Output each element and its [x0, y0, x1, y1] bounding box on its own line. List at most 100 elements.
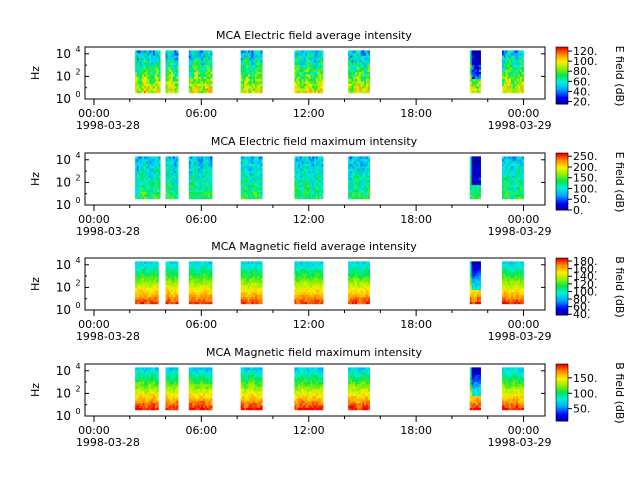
spectrogram-cell — [138, 287, 141, 291]
spectrogram-cell — [142, 289, 145, 293]
spectrogram-cell — [519, 189, 523, 193]
spectrogram-cell — [473, 196, 476, 200]
plot-frame — [84, 46, 546, 100]
spectrogram-cell — [349, 275, 353, 279]
spectrogram-cell — [476, 177, 480, 181]
spectrogram-cell — [314, 90, 317, 94]
spectrogram-cell — [158, 175, 161, 178]
spectrogram-cell — [503, 191, 507, 195]
colorbar-swatch — [556, 64, 568, 67]
spectrogram-cell — [349, 52, 353, 56]
spectrogram-cell — [518, 163, 521, 167]
spectrogram-cell — [195, 294, 199, 298]
spectrogram-cell — [475, 194, 478, 197]
spectrogram-cell — [312, 62, 315, 65]
spectrogram-cell — [260, 73, 263, 77]
spectrogram-cell — [510, 85, 514, 89]
spectrogram-cell — [206, 78, 209, 82]
spectrogram-cell — [190, 282, 193, 286]
spectrogram-cell — [188, 78, 191, 82]
spectrogram-cell — [188, 292, 191, 295]
spectrogram-cell — [244, 263, 247, 267]
spectrogram-cell — [367, 88, 370, 91]
spectrogram-cell — [471, 55, 474, 58]
spectrogram-cell — [242, 88, 245, 91]
spectrogram-cell — [348, 287, 351, 291]
spectrogram-cell — [314, 163, 317, 167]
spectrogram-cell — [194, 158, 197, 162]
spectrogram-cell — [353, 268, 356, 272]
spectrogram-cell — [362, 196, 365, 200]
spectrogram-cell — [165, 57, 168, 61]
spectrogram-cell — [204, 73, 208, 77]
spectrogram-cell — [145, 177, 149, 181]
spectrogram-cell — [315, 263, 319, 267]
spectrogram-cell — [349, 88, 353, 91]
spectrogram-cell — [154, 161, 157, 164]
spectrogram-cell — [167, 266, 170, 269]
spectrogram-cell — [176, 59, 179, 63]
spectrogram-cell — [362, 273, 365, 276]
spectrogram-cell — [367, 165, 370, 169]
spectrogram-cell — [296, 187, 299, 190]
spectrogram-cell — [362, 83, 365, 87]
spectrogram-cell — [246, 280, 249, 283]
spectrogram-cell — [169, 64, 172, 68]
spectrogram-cell — [156, 270, 159, 274]
spectrogram-cell — [135, 301, 138, 305]
spectrogram-cell — [303, 165, 306, 169]
spectrogram-cell — [199, 263, 202, 267]
spectrogram-cell — [348, 196, 351, 200]
spectrogram-cell — [353, 50, 356, 54]
spectrogram-cell — [475, 57, 478, 61]
date-start-label: 1998-03-28 — [76, 225, 140, 238]
spectrogram-cell — [475, 78, 478, 82]
spectrogram-cell — [197, 62, 200, 65]
spectrogram-cell — [154, 168, 157, 171]
spectrogram-cell — [364, 50, 367, 54]
spectrogram-cell — [516, 66, 519, 70]
spectrogram-cell — [194, 90, 197, 94]
spectrogram-cell — [315, 172, 319, 176]
spectrogram-cell — [358, 78, 362, 82]
spectrogram-cell — [364, 184, 367, 188]
spectrogram-cell — [140, 275, 143, 279]
spectrogram-cell — [317, 85, 320, 89]
spectrogram-cell — [503, 85, 507, 89]
spectrogram-cell — [194, 177, 197, 181]
spectrogram-cell — [167, 62, 170, 65]
spectrogram-cell — [244, 277, 247, 281]
spectrogram-cell — [312, 177, 315, 181]
spectrogram-cell — [260, 287, 263, 291]
spectrogram-cell — [298, 292, 301, 295]
spectrogram-cell — [294, 66, 297, 70]
spectrogram-cell — [176, 168, 179, 171]
spectrogram-cell — [516, 76, 519, 80]
spectrogram-cell — [172, 170, 175, 174]
spectrogram-cell — [471, 191, 474, 195]
spectrogram-cell — [255, 69, 258, 72]
spectrogram-cell — [473, 175, 476, 178]
spectrogram-cell — [310, 301, 313, 305]
spectrogram-cell — [510, 52, 514, 56]
spectrogram-cell — [208, 280, 211, 283]
spectrogram-cell — [351, 292, 354, 295]
spectrogram-cell — [349, 55, 353, 58]
spectrogram-cell — [194, 55, 197, 58]
spectrogram-cell — [469, 275, 473, 279]
spectrogram-cell — [138, 156, 141, 160]
spectrogram-cell — [199, 270, 202, 274]
spectrogram-cell — [145, 270, 149, 274]
spectrogram-cell — [197, 277, 200, 281]
spectrogram-cell — [509, 182, 512, 186]
spectrogram-cell — [176, 50, 179, 54]
spectrogram-cell — [246, 299, 249, 302]
spectrogram-cell — [192, 273, 195, 276]
spectrogram-cell — [147, 273, 150, 276]
spectrogram-cell — [165, 76, 168, 80]
spectrogram-cell — [315, 163, 319, 167]
spectrogram-cell — [476, 90, 480, 94]
spectrogram-cell — [473, 78, 476, 82]
spectrogram-cell — [355, 62, 358, 65]
spectrogram-cell — [317, 172, 320, 176]
